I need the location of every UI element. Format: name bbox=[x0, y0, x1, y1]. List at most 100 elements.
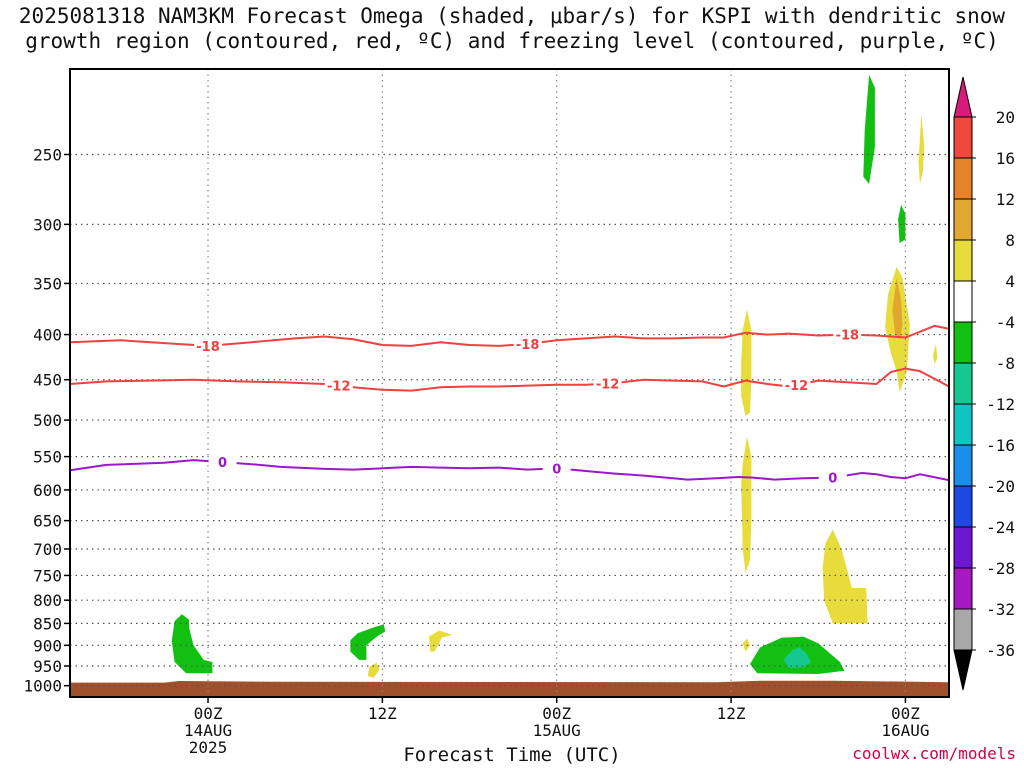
x-tick-label-0-1: 14AUG bbox=[184, 721, 232, 740]
colorbar-segment-3 bbox=[953, 239, 973, 282]
colorbar-label-13: -36 bbox=[986, 641, 1015, 660]
x-tick-label-12-0: 12Z bbox=[368, 704, 397, 723]
colorbar-bottom-arrow bbox=[953, 649, 973, 691]
omega-colorbar: 20 16 12 8 4 -4 -8 -12 -16 -20 -24 -28 -32 -36 bbox=[953, 76, 1015, 691]
colorbar-segment-5 bbox=[953, 321, 973, 364]
plot-frame bbox=[69, 68, 950, 698]
contour-label-bg-2-0 bbox=[208, 454, 237, 471]
chart-title-line-1: 2025081318 NAM3KM Forecast Omega (shaded… bbox=[18, 4, 1006, 28]
colorbar-segment-8 bbox=[953, 444, 973, 487]
omega-region-7 bbox=[428, 630, 453, 652]
omega-region-6 bbox=[367, 662, 380, 678]
y-tick-label-650: 650 bbox=[33, 512, 62, 531]
contour-label-2-1: 0 bbox=[552, 462, 561, 477]
contour-label-bg-0-1 bbox=[513, 336, 542, 353]
x-tick-label-48-1: 16AUG bbox=[881, 721, 929, 740]
x-tick-label-24-0: 00Z bbox=[542, 704, 571, 723]
x-tick-label-0-2: 2025 bbox=[189, 738, 228, 757]
chart-title: 2025081318 NAM3KM Forecast Omega (shaded… bbox=[0, 4, 1024, 54]
omega-region-3 bbox=[783, 647, 811, 668]
ground-surface bbox=[70, 680, 949, 697]
colorbar-label-0: 20 bbox=[996, 108, 1015, 127]
colorbar-label-11: -28 bbox=[986, 559, 1015, 578]
colorbar-segment-10 bbox=[953, 526, 973, 569]
omega-region-10 bbox=[742, 638, 750, 652]
contour-label-bg-1-1 bbox=[593, 375, 622, 392]
y-tick-label-300: 300 bbox=[33, 215, 62, 234]
colorbar-label-9: -20 bbox=[986, 477, 1015, 496]
ground-fill bbox=[70, 680, 949, 697]
contour-label-0-1: -18 bbox=[516, 338, 540, 353]
colorbar-segment-7 bbox=[953, 403, 973, 446]
colorbar-segment-11 bbox=[953, 567, 973, 610]
y-tick-label-350: 350 bbox=[33, 274, 62, 293]
colorbar-segment-2 bbox=[953, 198, 973, 241]
colorbar-segment-4 bbox=[953, 280, 973, 323]
contour-label-1-1: -12 bbox=[596, 378, 620, 393]
contour-label-bg-1-0 bbox=[324, 377, 353, 394]
y-tick-label-700: 700 bbox=[33, 540, 62, 559]
omega-region-8 bbox=[741, 309, 752, 417]
credit-link[interactable]: coolwx.com/models bbox=[852, 744, 1016, 763]
y-tick-label-400: 400 bbox=[33, 326, 62, 345]
omega-region-15 bbox=[933, 344, 938, 365]
contour-label-bg-0-0 bbox=[194, 337, 223, 354]
omega-region-14 bbox=[918, 114, 925, 184]
x-tick-label-0-0: 00Z bbox=[194, 704, 223, 723]
y-tick-label-900: 900 bbox=[33, 636, 62, 655]
omega-region-9 bbox=[741, 436, 752, 573]
y-tick-label-600: 600 bbox=[33, 481, 62, 500]
contour-line-0 bbox=[70, 324, 949, 347]
contour-label-bg-0-2 bbox=[833, 326, 862, 343]
omega-region-0 bbox=[171, 614, 213, 674]
colorbar-label-8: -16 bbox=[986, 436, 1015, 455]
contour-line-1 bbox=[70, 367, 949, 392]
colorbar-label-2: 12 bbox=[996, 190, 1015, 209]
colorbar-label-10: -24 bbox=[986, 518, 1015, 537]
colorbar-segment-0 bbox=[953, 116, 973, 159]
omega-shaded-regions bbox=[171, 74, 938, 678]
contour-label-1-0: -12 bbox=[327, 380, 351, 395]
colorbar-label-1: 16 bbox=[996, 149, 1015, 168]
colorbar-label-5: -4 bbox=[996, 313, 1015, 332]
contour-line-2 bbox=[70, 459, 949, 482]
contour-label-bg-1-2 bbox=[782, 377, 811, 394]
colorbar-label-12: -32 bbox=[986, 600, 1015, 619]
omega-region-4 bbox=[863, 74, 875, 184]
y-tick-label-950: 950 bbox=[33, 657, 62, 676]
y-tick-label-850: 850 bbox=[33, 614, 62, 633]
contour-label-0-0: -18 bbox=[196, 340, 220, 355]
y-tick-label-450: 450 bbox=[33, 371, 62, 390]
contour-label-0-2: -18 bbox=[836, 329, 860, 344]
y-tick-label-750: 750 bbox=[33, 566, 62, 585]
colorbar-label-7: -12 bbox=[986, 395, 1015, 414]
y-tick-label-250: 250 bbox=[33, 145, 62, 164]
colorbar-segment-12 bbox=[953, 608, 973, 651]
omega-region-1 bbox=[350, 624, 386, 660]
colorbar-top-arrow bbox=[953, 76, 973, 118]
x-tick-label-48-0: 00Z bbox=[891, 704, 920, 723]
contour-label-bg-2-2 bbox=[818, 469, 847, 486]
contour-label-1-2: -12 bbox=[785, 379, 809, 394]
contour-label-2-2: 0 bbox=[828, 472, 837, 487]
colorbar-segment-9 bbox=[953, 485, 973, 528]
y-tick-label-800: 800 bbox=[33, 591, 62, 610]
x-tick-label-36-0: 12Z bbox=[717, 704, 746, 723]
temperature-contours: -18 -18 -18 -12 -12 -12 0 0 0 bbox=[70, 324, 949, 487]
omega-region-11 bbox=[822, 529, 868, 624]
contour-label-2-0: 0 bbox=[218, 456, 227, 471]
colorbar-label-4: 4 bbox=[1005, 272, 1015, 291]
omega-region-13 bbox=[892, 277, 903, 340]
y-tick-label-1000: 1000 bbox=[23, 677, 62, 696]
pressure-axis: 250 300 350 400 450 500 550 600 650 700 750 800 850 9… bbox=[23, 145, 70, 696]
colorbar-label-3: 8 bbox=[1005, 231, 1015, 250]
y-tick-label-500: 500 bbox=[33, 411, 62, 430]
grid-lines bbox=[70, 69, 949, 697]
colorbar-segment-6 bbox=[953, 362, 973, 405]
colorbar-segment-1 bbox=[953, 157, 973, 200]
x-tick-label-24-1: 15AUG bbox=[533, 721, 581, 740]
y-tick-label-550: 550 bbox=[33, 448, 62, 467]
chart-title-line-2: growth region (contoured, red, ºC) and f… bbox=[25, 29, 999, 53]
